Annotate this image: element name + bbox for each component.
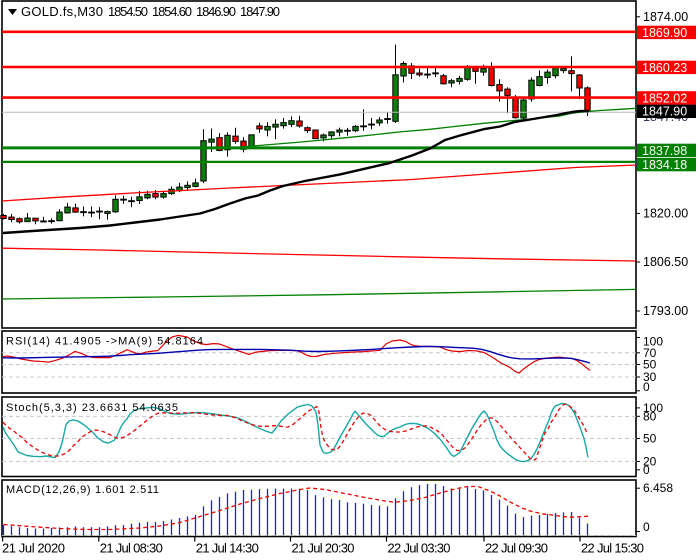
svg-text:22 Jul 15:30: 22 Jul 15:30 xyxy=(581,541,644,556)
svg-text:1806.50: 1806.50 xyxy=(643,255,688,269)
svg-text:21 Jul 20:30: 21 Jul 20:30 xyxy=(292,541,355,556)
svg-text:21 Jul 08:30: 21 Jul 08:30 xyxy=(100,541,163,556)
svg-text:1854.60: 1854.60 xyxy=(152,4,192,19)
svg-text:RSI(14) 41.4905 ->MA(9) 54.81: RSI(14) 41.4905 ->MA(9) 54.8164 xyxy=(6,336,203,348)
svg-text:100: 100 xyxy=(643,401,663,415)
svg-text:0: 0 xyxy=(643,463,650,477)
svg-text:21 Jul 14:30: 21 Jul 14:30 xyxy=(196,541,259,556)
svg-text:0: 0 xyxy=(643,520,650,534)
svg-text:20: 20 xyxy=(643,455,657,469)
svg-text:50: 50 xyxy=(643,358,657,372)
svg-text:1854.50: 1854.50 xyxy=(108,4,148,19)
svg-text:Stoch(5,3,3) 23.6631 54.0635: Stoch(5,3,3) 23.6631 54.0635 xyxy=(6,402,178,414)
svg-text:1837.98: 1837.98 xyxy=(642,144,687,158)
svg-text:1847.90: 1847.90 xyxy=(240,4,280,19)
svg-text:21 Jul 2020: 21 Jul 2020 xyxy=(2,541,65,556)
svg-text:MACD(12,26,9) 1.601 2.511: MACD(12,26,9) 1.601 2.511 xyxy=(6,484,159,496)
svg-text:1846.90: 1846.90 xyxy=(196,4,236,19)
svg-text:6.458: 6.458 xyxy=(643,481,673,495)
svg-text:1874.00: 1874.00 xyxy=(643,10,688,24)
svg-text:1834.18: 1834.18 xyxy=(642,158,687,172)
svg-text:1793.00: 1793.00 xyxy=(643,304,688,318)
svg-text:22 Jul 09:30: 22 Jul 09:30 xyxy=(485,541,548,556)
svg-text:22 Jul 03:30: 22 Jul 03:30 xyxy=(388,541,451,556)
svg-text:80: 80 xyxy=(643,409,657,423)
svg-text:1860.23: 1860.23 xyxy=(642,61,687,75)
svg-text:GOLD.fs,M30: GOLD.fs,M30 xyxy=(21,4,103,19)
svg-text:50: 50 xyxy=(643,431,657,445)
svg-text:1847.90: 1847.90 xyxy=(642,105,687,119)
svg-text:1820.00: 1820.00 xyxy=(643,207,688,221)
svg-text:1852.02: 1852.02 xyxy=(642,91,687,105)
svg-text:0: 0 xyxy=(643,380,650,394)
svg-text:1869.90: 1869.90 xyxy=(642,26,687,40)
svg-text:30: 30 xyxy=(643,370,657,384)
svg-text:70: 70 xyxy=(643,346,657,360)
svg-text:100: 100 xyxy=(643,335,663,349)
